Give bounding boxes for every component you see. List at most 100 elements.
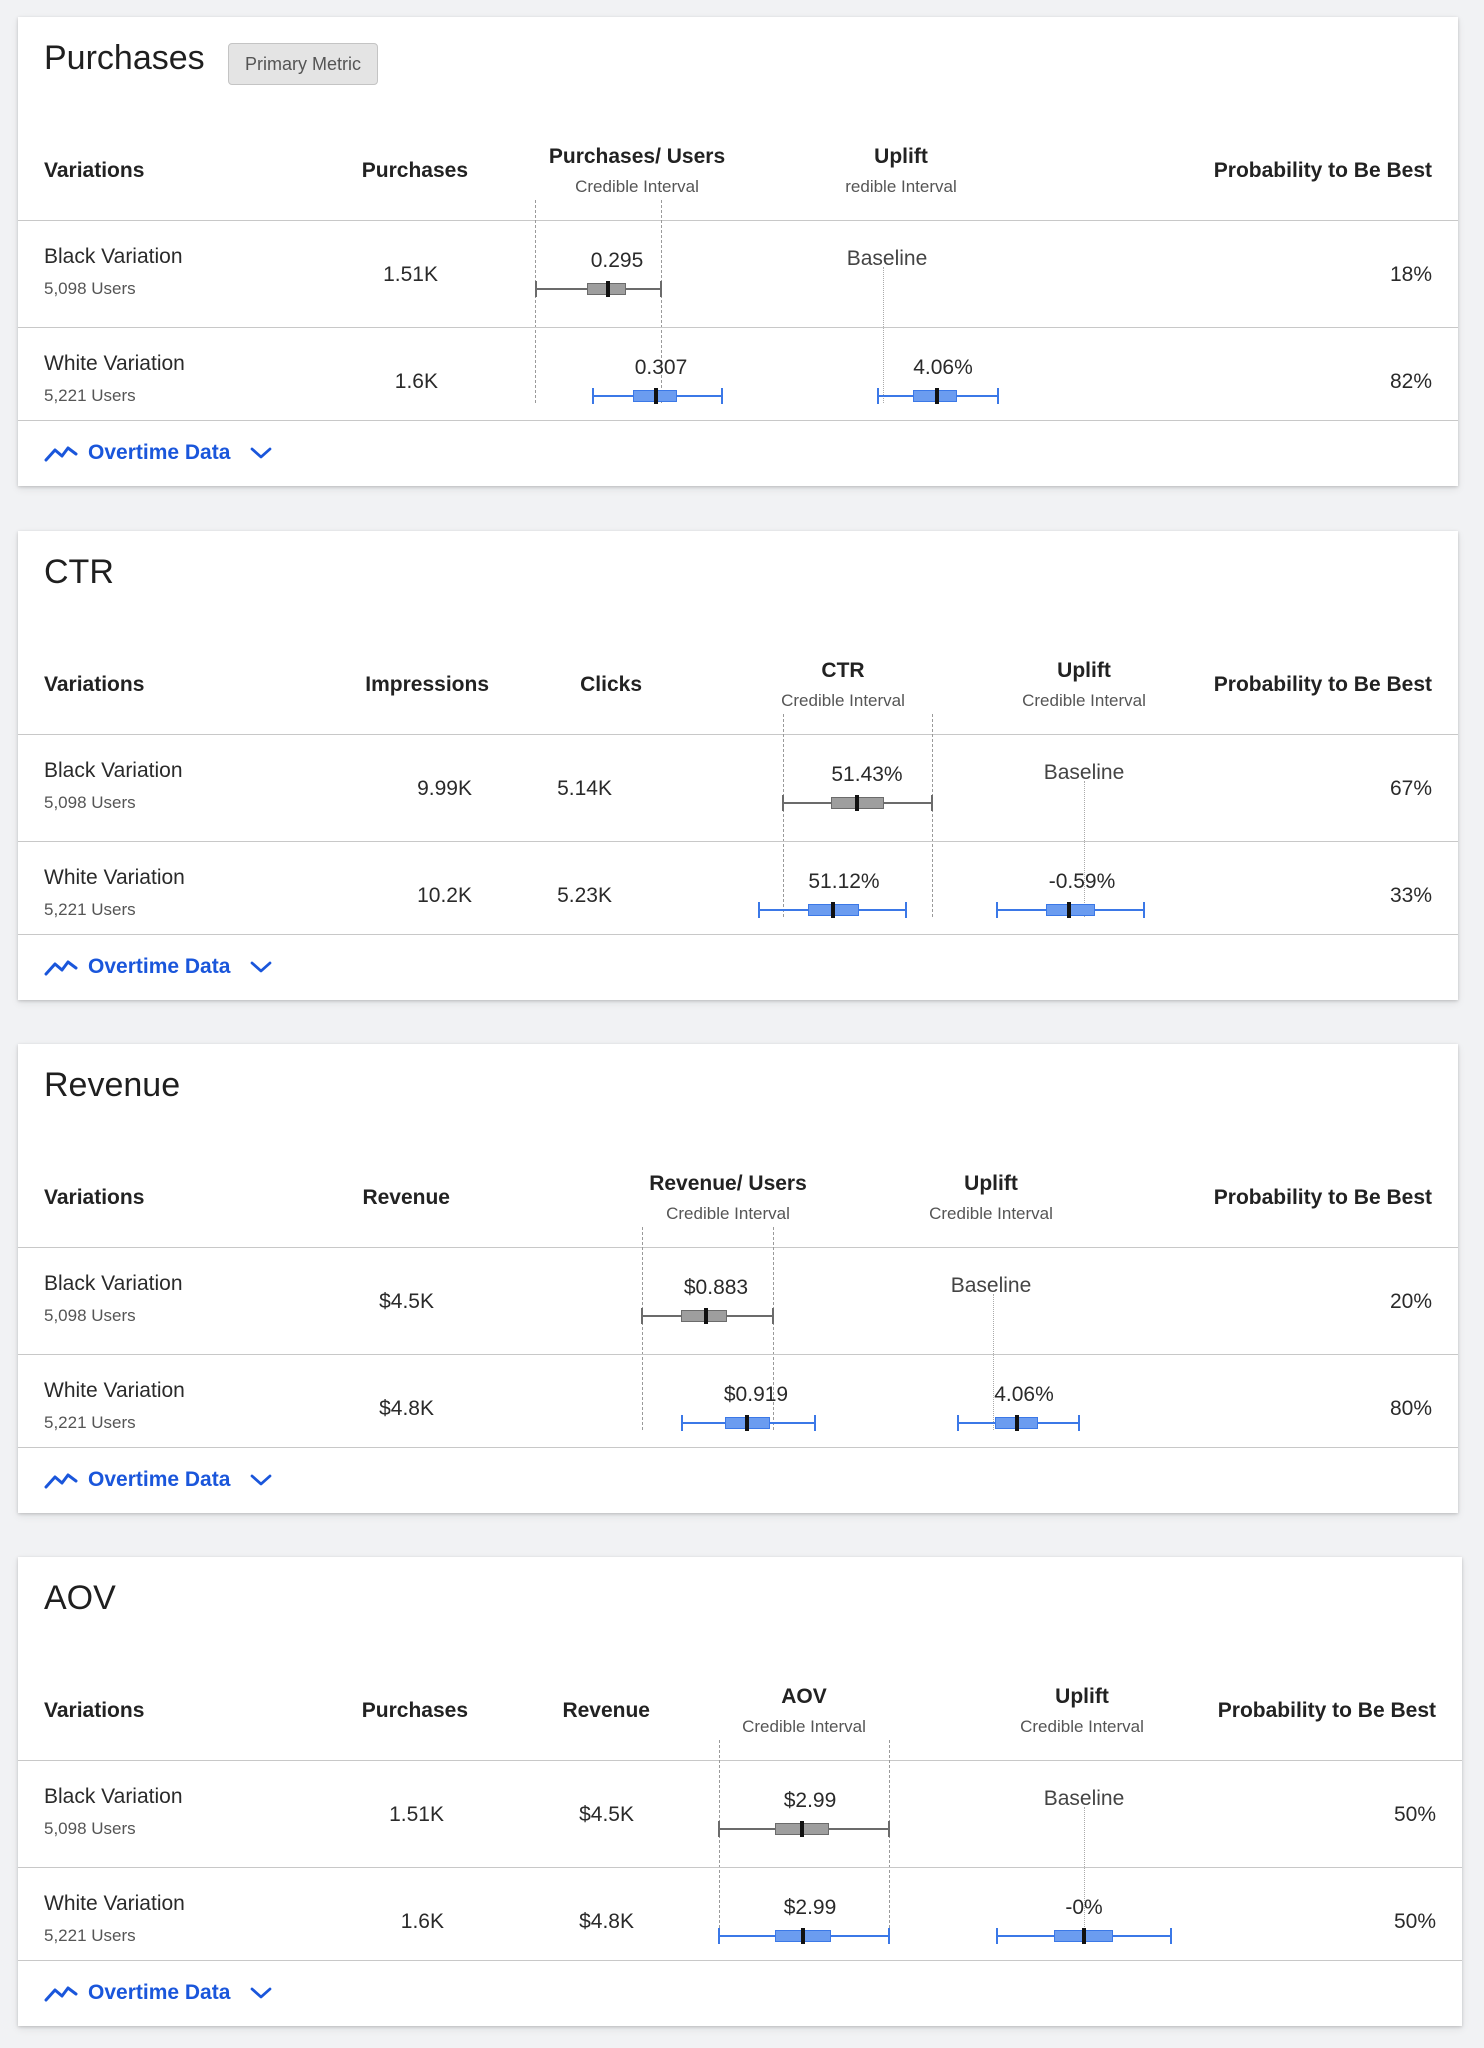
trend-line-icon xyxy=(44,442,78,464)
interval-median xyxy=(745,1415,749,1431)
header-uplift: Uplift Credible Interval xyxy=(1020,1685,1144,1736)
interval-cap xyxy=(592,388,594,404)
primary-metric-badge: Primary Metric xyxy=(228,43,378,85)
overtime-data-toggle[interactable]: Overtime Data xyxy=(44,1960,272,2026)
credible-interval-value: 51.12% xyxy=(808,870,880,893)
purchases-value: 1.6K xyxy=(394,370,438,393)
overtime-data-label: Overtime Data xyxy=(88,1468,231,1491)
divider xyxy=(18,1247,1458,1248)
interval-cap xyxy=(888,1928,890,1944)
table-header: Variations Purchases Purchases/ Users Cre… xyxy=(18,121,1458,221)
uplift-value: 4.06% xyxy=(913,356,973,379)
table-row[interactable]: White Variation 5,221 Users 1.6K $4.8K $… xyxy=(18,1868,1462,1975)
interval-guide-line xyxy=(932,714,933,917)
probability-value: 50% xyxy=(1393,1803,1436,1826)
header-probability-to-be-best: Probability to Be Best xyxy=(1213,1186,1432,1209)
probability-value: 67% xyxy=(1389,777,1432,800)
interval-cap xyxy=(782,795,784,811)
variation-users: 5,221 Users xyxy=(44,900,136,919)
header-purchases: Purchases xyxy=(361,159,468,182)
trend-line-icon xyxy=(44,1469,78,1491)
revenue-value: $4.8K xyxy=(579,1910,634,1933)
interval-guide-line xyxy=(719,1740,720,1943)
probability-value: 18% xyxy=(1389,263,1432,286)
interval-guide-line xyxy=(783,714,784,917)
interval-cap xyxy=(877,388,879,404)
uplift-value: -0.59% xyxy=(1048,870,1116,893)
divider xyxy=(18,841,1458,842)
interval-cap xyxy=(957,1415,959,1431)
interval-cap xyxy=(888,1821,890,1837)
interval-cap xyxy=(535,281,537,297)
variation-name: Black Variation xyxy=(44,1272,183,1295)
uplift-baseline-label: Baseline xyxy=(1043,1787,1125,1810)
divider xyxy=(18,734,1458,735)
uplift-value: 4.06% xyxy=(994,1383,1054,1406)
table-row[interactable]: Black Variation 5,098 Users 9.99K 5.14K … xyxy=(18,735,1458,842)
header-ctr: CTR Credible Interval xyxy=(781,659,905,710)
variation-users: 5,098 Users xyxy=(44,1819,136,1838)
overtime-data-toggle[interactable]: Overtime Data xyxy=(44,420,272,486)
interval-guide-line xyxy=(535,200,536,403)
clicks-value: 5.14K xyxy=(557,777,612,800)
overtime-data-toggle[interactable]: Overtime Data xyxy=(44,1447,272,1513)
overtime-data-label: Overtime Data xyxy=(88,955,231,978)
variation-name: White Variation xyxy=(44,866,185,889)
credible-interval-value: 0.295 xyxy=(590,249,644,272)
metric-card-aov: AOV Variations Purchases Revenue AOV Cred… xyxy=(18,1557,1462,2026)
header-uplift: Uplift Credible Interval xyxy=(929,1172,1053,1223)
interval-median xyxy=(800,1821,804,1837)
metric-card-ctr: CTR Variations Impressions Clicks CTR Cre… xyxy=(18,531,1458,1000)
interval-median xyxy=(654,388,658,404)
variation-users: 5,221 Users xyxy=(44,1926,136,1945)
overtime-data-label: Overtime Data xyxy=(88,1981,231,2004)
card-title: AOV xyxy=(44,1579,116,1617)
baseline-guide-line xyxy=(993,1294,994,1430)
divider xyxy=(18,1447,1458,1448)
interval-cap xyxy=(931,795,933,811)
table-header: Variations Impressions Clicks CTR Credibl… xyxy=(18,635,1458,735)
header-probability-to-be-best: Probability to Be Best xyxy=(1213,673,1432,696)
probability-value: 80% xyxy=(1389,1397,1432,1420)
uplift-baseline-label: Baseline xyxy=(950,1274,1032,1297)
credible-interval-value: $2.99 xyxy=(783,1896,837,1919)
variation-users: 5,098 Users xyxy=(44,279,136,298)
divider xyxy=(18,1354,1458,1355)
revenue-value: $4.8K xyxy=(379,1397,434,1420)
header-uplift: Uplift redible Interval xyxy=(845,145,957,196)
credible-interval-value: $0.919 xyxy=(723,1383,789,1406)
table-row[interactable]: White Variation 5,221 Users 10.2K 5.23K … xyxy=(18,842,1458,949)
table-row[interactable]: Black Variation 5,098 Users 1.51K $4.5K … xyxy=(18,1761,1462,1868)
interval-cap xyxy=(1078,1415,1080,1431)
interval-cap xyxy=(814,1415,816,1431)
header-purchases-per-user: Purchases/ Users Credible Interval xyxy=(548,145,726,196)
header-uplift: Uplift Credible Interval xyxy=(1022,659,1146,710)
purchases-value: 1.51K xyxy=(383,263,438,286)
header-revenue: Revenue xyxy=(362,1186,450,1209)
interval-cap xyxy=(681,1415,683,1431)
interval-median xyxy=(831,902,835,918)
credible-interval-value: 51.43% xyxy=(831,763,903,786)
chevron-down-icon xyxy=(250,446,272,460)
overtime-data-toggle[interactable]: Overtime Data xyxy=(44,934,272,1000)
credible-interval-value: $0.883 xyxy=(683,1276,749,1299)
table-row[interactable]: White Variation 5,221 Users $4.8K $0.919… xyxy=(18,1355,1458,1462)
chevron-down-icon xyxy=(250,1986,272,2000)
interval-cap xyxy=(758,902,760,918)
table-row[interactable]: Black Variation 5,098 Users $4.5K $0.883… xyxy=(18,1248,1458,1355)
overtime-data-label: Overtime Data xyxy=(88,441,231,464)
header-revenue-per-user: Revenue/ Users Credible Interval xyxy=(649,1172,807,1223)
interval-median xyxy=(935,388,939,404)
table-row[interactable]: White Variation 5,221 Users 1.6K 0.307 4… xyxy=(18,328,1458,435)
card-title: CTR xyxy=(44,553,114,591)
divider xyxy=(18,327,1458,328)
divider xyxy=(18,1960,1462,1961)
baseline-guide-line xyxy=(883,267,884,403)
uplift-value: -0% xyxy=(1065,1896,1103,1919)
header-aov: AOV Credible Interval xyxy=(742,1685,866,1736)
interval-median xyxy=(1067,902,1071,918)
table-row[interactable]: Black Variation 5,098 Users 1.51K 0.295 … xyxy=(18,221,1458,328)
interval-median xyxy=(704,1308,708,1324)
header-probability-to-be-best: Probability to Be Best xyxy=(1217,1699,1436,1722)
variation-name: White Variation xyxy=(44,1379,185,1402)
